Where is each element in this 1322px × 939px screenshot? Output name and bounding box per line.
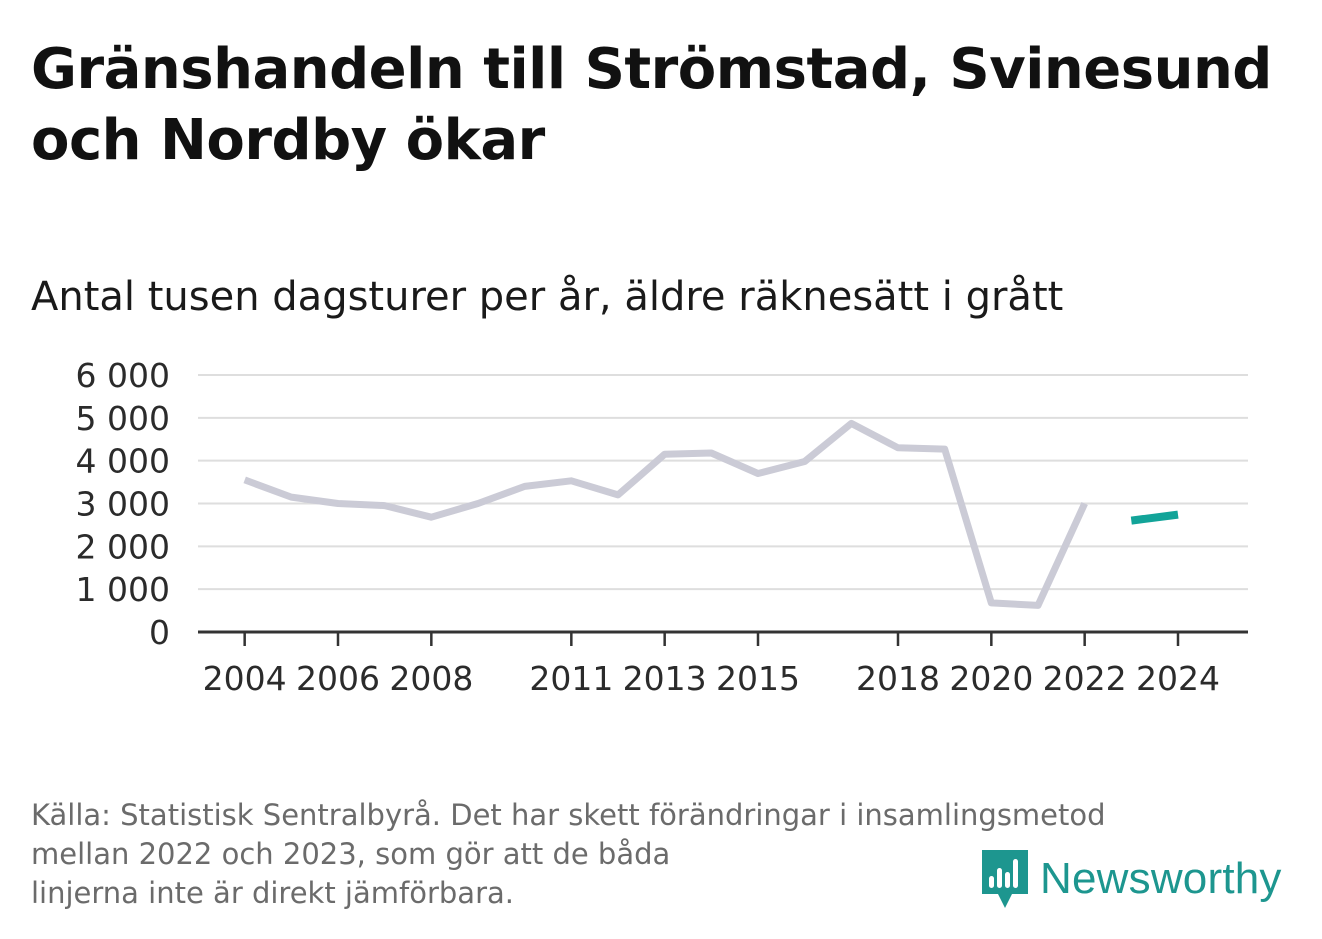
brand-name: Newsworthy <box>1040 854 1282 903</box>
x-tick-label: 2011 <box>529 659 613 698</box>
y-tick-label: 1 000 <box>76 570 170 609</box>
x-tick-label: 2004 <box>203 659 287 698</box>
y-tick-label: 6 000 <box>76 356 170 395</box>
chart-subtitle: Antal tusen dagsturer per år, äldre räkn… <box>31 274 1064 320</box>
x-tick-label: 2006 <box>296 659 380 698</box>
x-tick-label: 2018 <box>856 659 940 698</box>
newsworthy-logo-icon <box>982 850 1028 908</box>
x-tick-label: 2008 <box>389 659 473 698</box>
y-tick-label: 3 000 <box>76 485 170 524</box>
y-tick-label: 4 000 <box>76 442 170 481</box>
source-note: Källa: Statistisk Sentralbyrå. Det har s… <box>31 796 1211 913</box>
x-axis: 2004 2006 2008 2011 2013 2015 2018 2020 2022 2024 <box>198 630 1248 698</box>
x-tick-label: 2013 <box>623 659 707 698</box>
grid-lines <box>198 374 1248 591</box>
source-line: mellan 2022 och 2023, som gör att de båd… <box>31 837 671 871</box>
source-line: linjerna inte är direkt jämförbara. <box>31 876 514 910</box>
x-tick-label: 2022 <box>1043 659 1127 698</box>
newsworthy-brand: Newsworthy <box>980 848 1282 910</box>
x-tick-label: 2015 <box>716 659 800 698</box>
y-tick-label: 2 000 <box>76 527 170 566</box>
y-tick-label: 0 <box>149 613 170 652</box>
series-line-new-method <box>1130 510 1179 525</box>
series-line-old-method <box>243 419 1088 609</box>
x-tick-label: 2020 <box>949 659 1033 698</box>
x-tick-label: 2024 <box>1136 659 1220 698</box>
y-tick-label: 5 000 <box>76 399 170 438</box>
source-line: Källa: Statistisk Sentralbyrå. Det har s… <box>31 798 1106 832</box>
chart-title: Gränshandeln till Strömstad, Svinesund o… <box>31 37 1272 173</box>
series-lines <box>243 419 1179 609</box>
